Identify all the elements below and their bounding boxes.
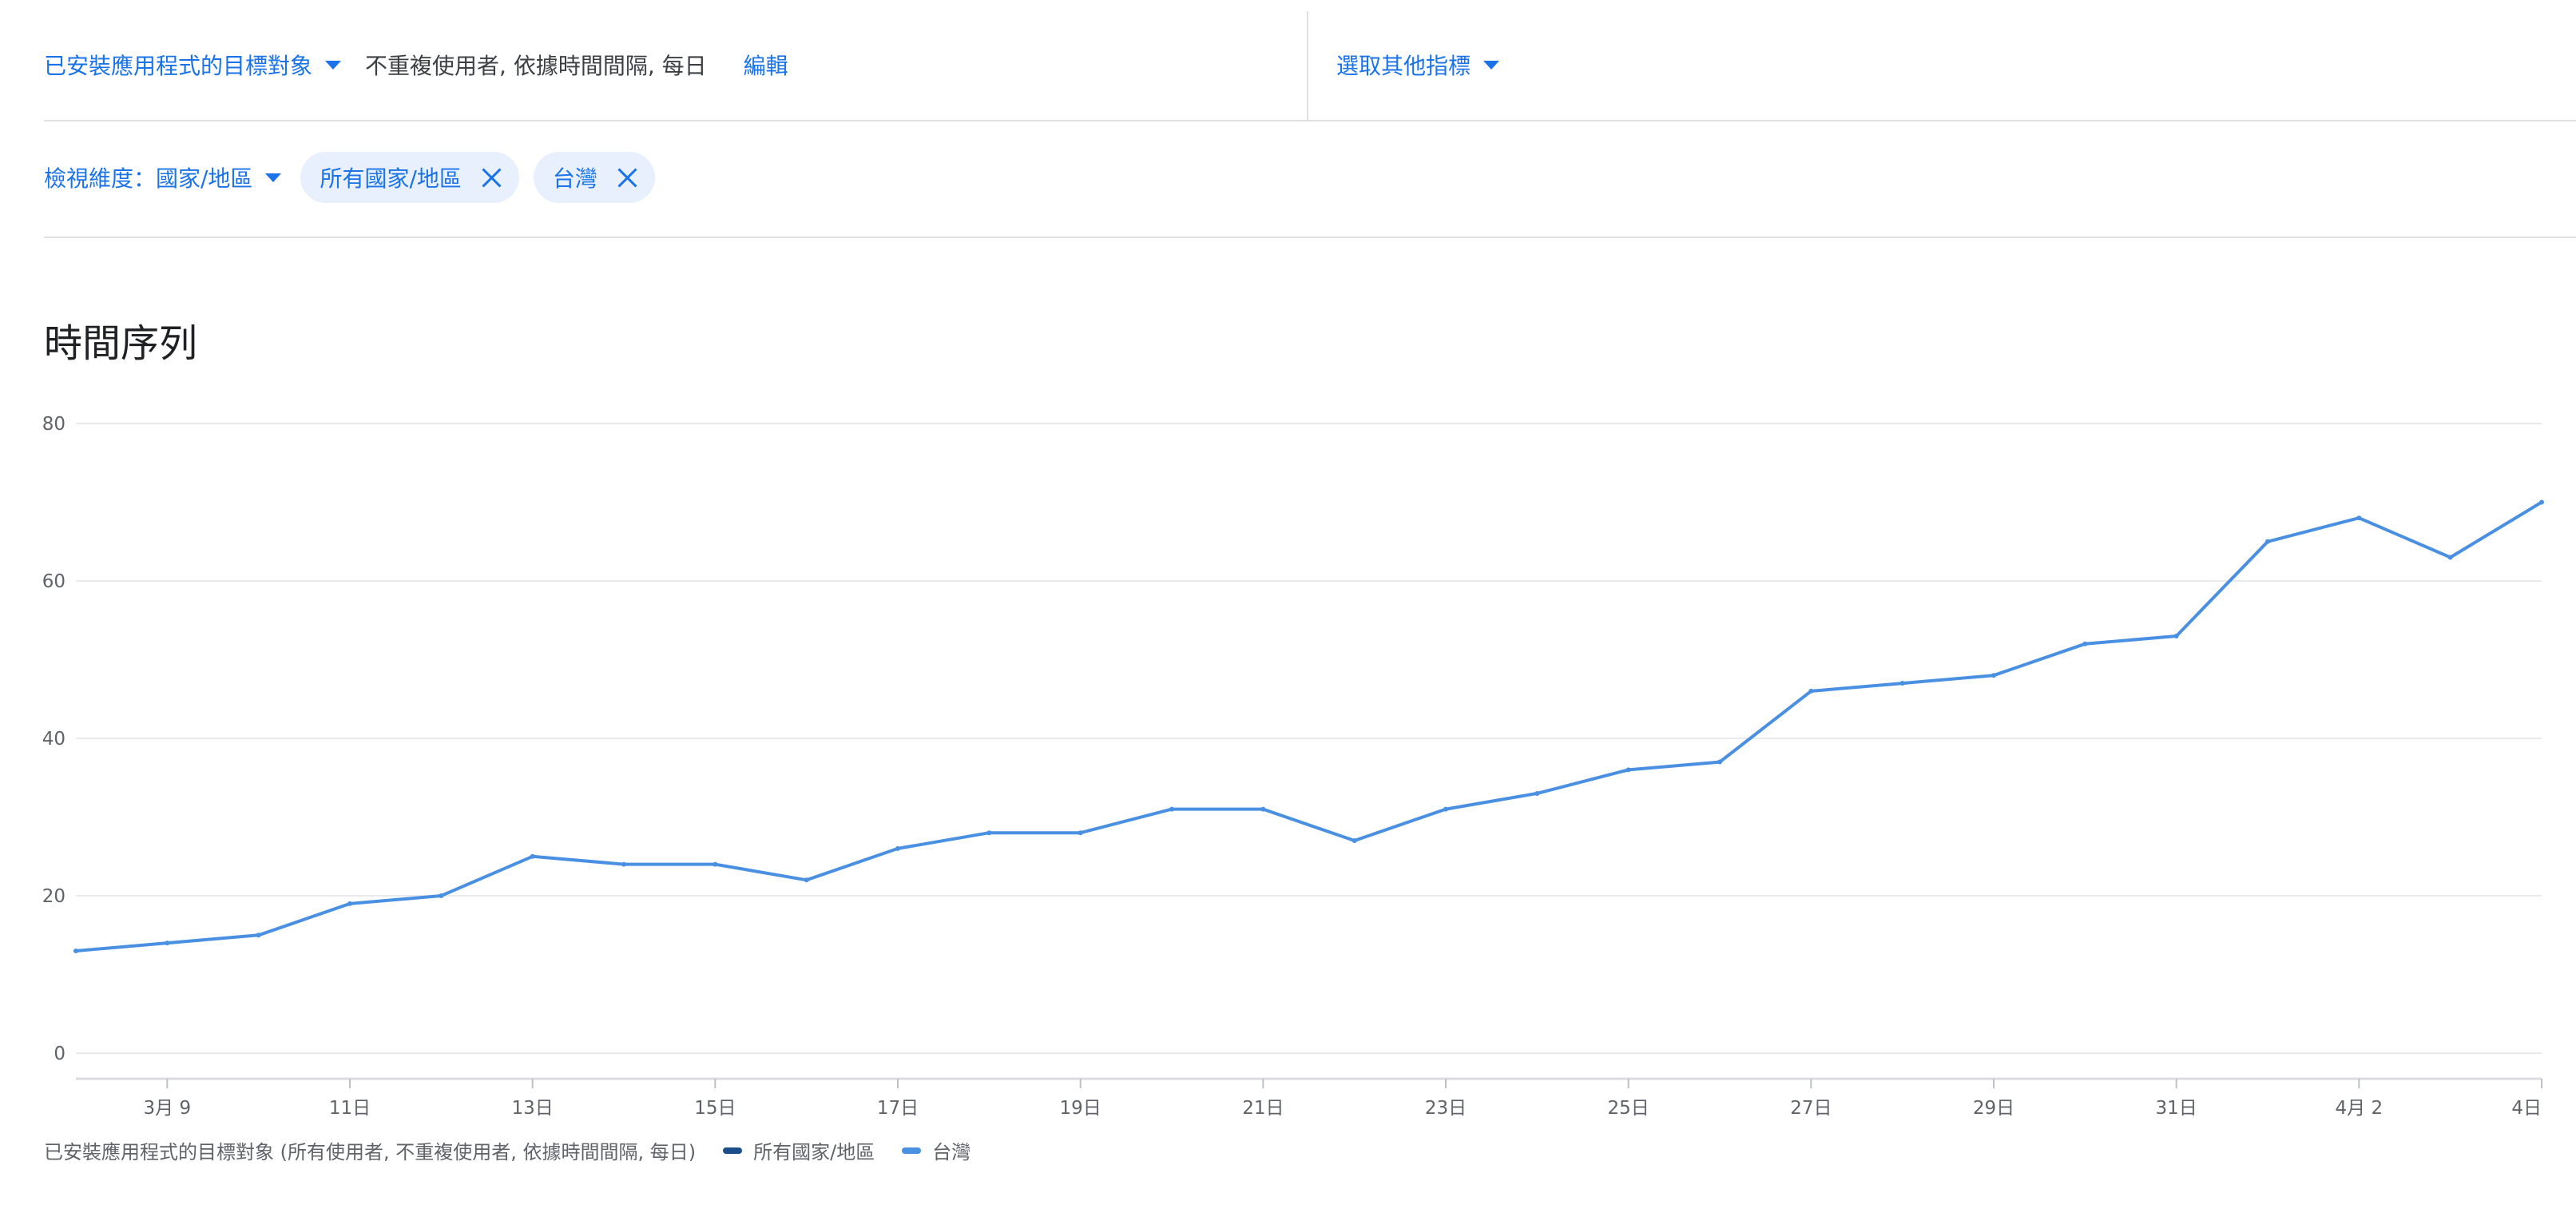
x-tick-label: 21日: [1242, 1098, 1284, 1119]
metric-dropdown-label[interactable]: 已安裝應用程式的目標對象: [44, 53, 313, 79]
x-tick-label: 17日: [877, 1098, 919, 1119]
data-point[interactable]: [347, 901, 352, 906]
dimension-dropdown-label[interactable]: 檢視維度：國家/地區: [44, 165, 253, 192]
data-point[interactable]: [256, 933, 261, 938]
data-point[interactable]: [1625, 767, 1631, 773]
x-tick-label: 31日: [2156, 1098, 2197, 1119]
data-point[interactable]: [2356, 515, 2362, 521]
data-point[interactable]: [895, 845, 900, 851]
x-tick-label: 27日: [1790, 1098, 1832, 1119]
chevron-down-icon[interactable]: [325, 60, 342, 70]
y-tick-label: 20: [42, 886, 65, 907]
data-point[interactable]: [1078, 830, 1083, 836]
x-tick-label: 23日: [1425, 1098, 1467, 1119]
x-tick-label: 25日: [1608, 1098, 1649, 1119]
close-icon[interactable]: [481, 167, 502, 188]
toolbar-divider: [44, 120, 2576, 121]
data-point[interactable]: [986, 830, 992, 836]
data-point[interactable]: [1717, 759, 1722, 765]
x-tick-label: 29日: [1973, 1098, 2014, 1119]
x-tick-label: 15日: [694, 1098, 736, 1119]
series-line-taiwan[interactable]: [75, 500, 2543, 953]
metric-dropdown[interactable]: 已安裝應用程式的目標對象: [44, 49, 342, 81]
data-point[interactable]: [2539, 499, 2544, 505]
filter-chip-all-countries[interactable]: 所有國家/地區: [300, 152, 519, 203]
chart-legend: 已安裝應用程式的目標對象 (所有使用者, 不重複使用者, 依據時間間隔, 每日)…: [44, 1136, 970, 1164]
chevron-down-icon[interactable]: [265, 173, 282, 182]
data-point[interactable]: [165, 941, 170, 946]
x-tick-label: 13日: [512, 1098, 554, 1119]
time-series-chart: 0 20 40 60 80 3月 9 11日 13日 15日 17日 19日 21日 23日 25日 27…: [42, 414, 2544, 1119]
filter-chip-label: 所有國家/地區: [320, 165, 462, 192]
filter-chip-label: 台灣: [552, 165, 597, 192]
filter-row: 檢視維度：國家/地區 所有國家/地區 台灣: [0, 147, 2576, 208]
y-tick-label: 80: [42, 414, 65, 435]
legend-label-taiwan: 台灣: [932, 1141, 971, 1163]
x-tick-label: 4日: [2511, 1098, 2542, 1119]
legend-swatch-taiwan: [902, 1147, 922, 1154]
data-point[interactable]: [712, 861, 718, 867]
filter-chip-taiwan[interactable]: 台灣: [533, 152, 655, 203]
y-tick-label: 0: [54, 1044, 65, 1064]
data-point[interactable]: [1260, 806, 1266, 812]
data-point[interactable]: [621, 861, 626, 867]
dimension-dropdown[interactable]: 檢視維度：國家/地區: [44, 161, 282, 193]
x-tick-label: 3月 9: [144, 1098, 192, 1119]
data-point[interactable]: [1808, 688, 1814, 694]
data-point[interactable]: [1534, 790, 1540, 796]
chevron-down-icon[interactable]: [1483, 60, 1500, 70]
close-icon[interactable]: [617, 167, 637, 188]
data-point[interactable]: [2173, 633, 2179, 638]
data-point[interactable]: [439, 893, 444, 898]
data-point[interactable]: [1443, 806, 1448, 812]
data-point[interactable]: [2265, 539, 2270, 544]
data-point[interactable]: [1991, 673, 1996, 678]
select-other-metric-dropdown[interactable]: 選取其他指標: [1336, 49, 1500, 81]
legend-caption: 已安裝應用程式的目標對象 (所有使用者, 不重複使用者, 依據時間間隔, 每日): [44, 1141, 697, 1163]
edit-link[interactable]: 編輯: [743, 53, 788, 79]
data-point[interactable]: [1352, 838, 1357, 844]
x-tick-label: 4月 2: [2336, 1098, 2383, 1119]
data-point[interactable]: [1899, 681, 1905, 686]
filter-divider: [44, 237, 2576, 238]
x-tick-label: 19日: [1060, 1098, 1101, 1119]
x-tick-label: 11日: [329, 1098, 371, 1119]
legend-label-all-countries: 所有國家/地區: [753, 1141, 875, 1163]
data-point[interactable]: [804, 877, 809, 883]
legend-swatch-all-countries: [723, 1147, 743, 1154]
data-point[interactable]: [1169, 806, 1174, 812]
select-other-metric-label[interactable]: 選取其他指標: [1336, 53, 1471, 79]
metric-toolbar: 已安裝應用程式的目標對象 不重複使用者, 依據時間間隔, 每日 編輯 選取其他指…: [0, 11, 2576, 118]
section-title: 時間序列: [44, 321, 198, 366]
data-point[interactable]: [73, 948, 78, 953]
y-tick-label: 40: [42, 729, 65, 750]
data-point[interactable]: [2082, 641, 2088, 646]
y-tick-label: 60: [42, 571, 65, 592]
data-point[interactable]: [530, 853, 535, 859]
data-point[interactable]: [2447, 555, 2453, 560]
metric-description: 不重複使用者, 依據時間間隔, 每日: [365, 53, 707, 79]
toolbar-divider-vertical: [1307, 11, 1308, 120]
